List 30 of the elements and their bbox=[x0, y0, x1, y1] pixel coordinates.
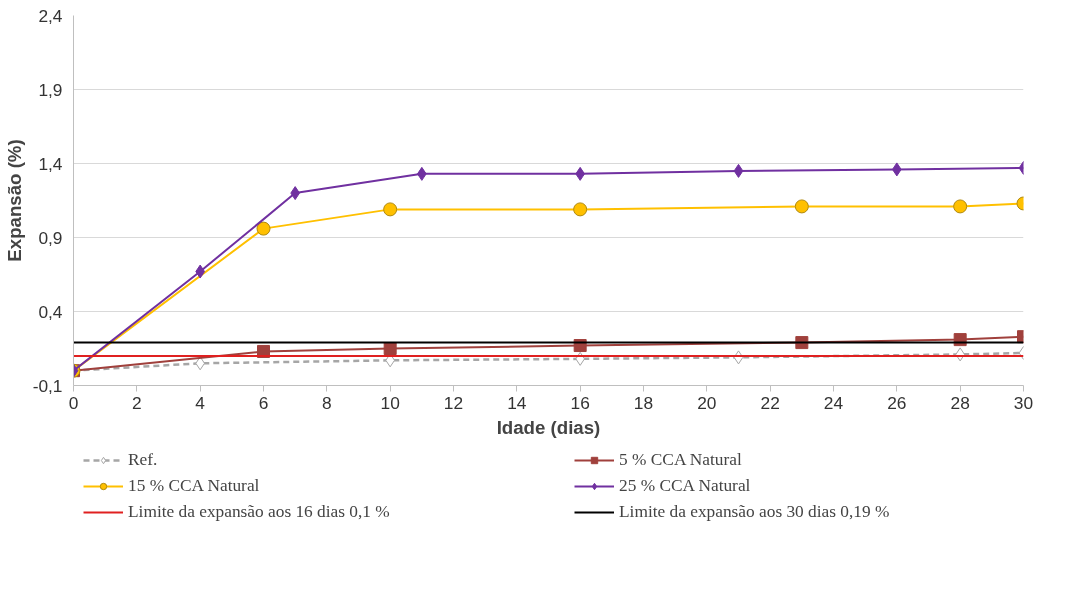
legend-label: 15 % CCA Natural bbox=[128, 476, 261, 496]
x-tick-label: 22 bbox=[760, 392, 780, 413]
legend-label: Ref. bbox=[128, 450, 159, 470]
x-tick-label: 4 bbox=[195, 392, 206, 413]
x-tick-label: 24 bbox=[823, 392, 844, 413]
y-tick-label: 1,4 bbox=[38, 153, 63, 174]
y-tick-label: 2,4 bbox=[38, 5, 63, 26]
x-tick-label: 28 bbox=[950, 392, 970, 413]
x-tick-label: 10 bbox=[380, 392, 400, 413]
x-tick-label: 8 bbox=[322, 392, 332, 413]
x-axis-title: Idade (dias) bbox=[496, 416, 601, 438]
legend-label: 25 % CCA Natural bbox=[619, 476, 752, 496]
x-tick-label: 18 bbox=[633, 392, 654, 413]
x-tick-label: 2 bbox=[132, 392, 142, 413]
legend-label: 5 % CCA Natural bbox=[619, 450, 743, 470]
y-tick-label: 0,4 bbox=[38, 301, 63, 322]
y-tick-label: -0,1 bbox=[32, 375, 63, 396]
x-tick-label: 12 bbox=[443, 392, 464, 413]
legend-label: Limite da expansão aos 30 dias 0,19 % bbox=[619, 502, 891, 522]
x-tick-label: 30 bbox=[1013, 392, 1034, 413]
legend-label: Limite da expansão aos 16 dias 0,1 % bbox=[128, 502, 391, 522]
x-tick-label: 14 bbox=[507, 392, 527, 413]
x-tick-label: 20 bbox=[697, 392, 717, 413]
x-tick-label: 16 bbox=[570, 392, 590, 413]
y-tick-label: 1,9 bbox=[38, 79, 63, 100]
x-tick-label: 26 bbox=[887, 392, 907, 413]
x-tick-label: 0 bbox=[68, 392, 79, 413]
x-tick-label: 6 bbox=[258, 392, 269, 413]
y-tick-label: 0,9 bbox=[38, 227, 63, 248]
y-axis-title: Expansão (%) bbox=[3, 139, 25, 262]
